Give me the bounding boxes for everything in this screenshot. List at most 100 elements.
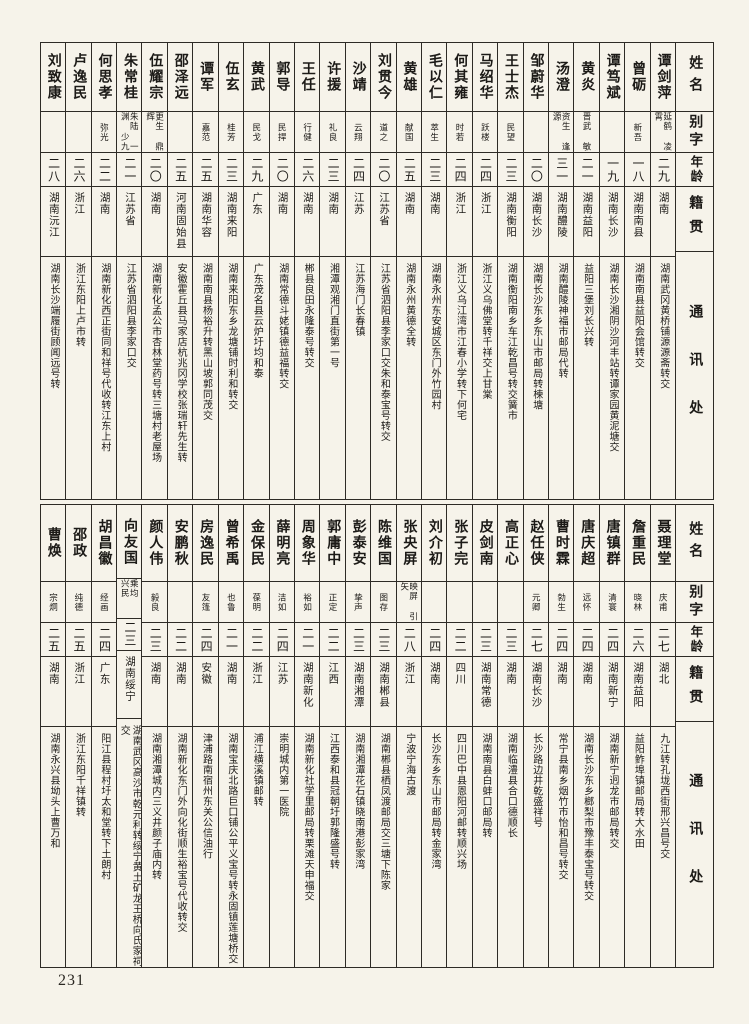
- contact-address-cell: 湘潭观湘门直街第一号: [327, 263, 339, 368]
- row-header-column: 姓名 别字 年龄 籍贯 通讯处: [675, 505, 713, 967]
- age-cell: 二一: [117, 153, 142, 187]
- courtesy-name-cell: [523, 112, 548, 153]
- header-courtesy-name: 别字: [676, 112, 713, 153]
- contact-address-cell: 湖南湘潭花石镇晓南港彭家湾: [352, 733, 364, 870]
- name-cell: 伍玄: [218, 43, 244, 112]
- courtesy-name-cell: [599, 112, 625, 153]
- courtesy-name-cell: 庆甫: [650, 582, 675, 623]
- age-cell: 二七: [523, 623, 548, 657]
- person-column: 谭剑萍 延鹤 凌霄 二九 湖南 湖南武冈黄桥铺源源斋转交: [649, 43, 675, 499]
- age-cell: 二八: [396, 623, 421, 657]
- contact-address-cell: 浙江义乌江湾市江春小学转下何宅: [454, 263, 466, 421]
- courtesy-name-cell: 挚声: [345, 582, 371, 623]
- age-cell: 二五: [167, 153, 193, 187]
- age-cell: 一九: [599, 153, 625, 187]
- courtesy-name-cell: 延鹤 凌霄: [650, 112, 675, 153]
- name-cell: 谭笃斌: [599, 43, 625, 112]
- native-place-cell: 湖南: [218, 657, 244, 727]
- person-column: 彭泰安 挚声 二三 湖南湘潭 湖南湘潭花石镇晓南港彭家湾: [344, 505, 371, 967]
- name-cell: 邵泽远: [167, 43, 193, 112]
- contact-address-cell: 湖南宝庆北路巨口铺公平义宝号转永固镇莲塘桥交: [225, 733, 237, 964]
- native-place-cell: 湖南益阳: [574, 187, 599, 257]
- person-column: 高正心 二三 湖南 湖南临澧县合口德顺长: [497, 505, 523, 967]
- age-cell: 二〇: [269, 153, 294, 187]
- age-cell: 二三: [142, 623, 167, 657]
- name-cell: 薛明亮: [269, 505, 294, 582]
- person-column: 汤澄 资生 逢源 三一 湖南醴陵 湖南醴陵神福市邮局代转: [547, 43, 574, 499]
- contact-address-cell: 湖南常德斗姥镇德益福转交: [276, 263, 288, 389]
- native-place-cell: 安徽: [193, 657, 218, 727]
- person-column: 毛以仁 萃生 二三 湖南 湖南永州东安城区东门外竹园村: [420, 43, 447, 499]
- name-cell: 詹重民: [625, 505, 650, 582]
- native-place-cell: 湖南: [91, 187, 117, 257]
- age-cell: 二四: [447, 153, 472, 187]
- row-header-column: 姓名 别字 年龄 籍贯 通讯处: [675, 43, 713, 499]
- contact-address-cell: 湖南长沙湘阴沙河丰站转谭家园黄泥塘交: [606, 263, 618, 452]
- contact-address-cell: 浦江横溪镇邮转: [251, 733, 263, 807]
- contact-address-cell: 江苏省泗阳县李家口交朱和泰宝号转交: [378, 263, 390, 442]
- person-column: 房逸民 友篷 二四 安徽 津浦路南宿州东关公信油行: [192, 505, 218, 967]
- native-place-cell: 湖南长沙: [523, 657, 548, 727]
- courtesy-name-cell: 更生 鼎辉: [142, 112, 167, 153]
- person-column: 皮剑南 二三 湖南常德 湖南南县白蚌口邮局转: [471, 505, 498, 967]
- person-column: 曾希禹 也鲁 二一 湖南 湖南宝庆北路巨口铺公平义宝号转永固镇莲塘桥交: [217, 505, 244, 967]
- age-cell: 一八: [625, 153, 650, 187]
- courtesy-name-cell: [40, 112, 66, 153]
- age-cell: 三一: [548, 153, 574, 187]
- header-courtesy-name: 别字: [676, 582, 713, 623]
- courtesy-name-cell: 清寰: [599, 582, 625, 623]
- person-column: 郭庸中 正定 二二 江西 江西泰和县冠朝圩郭隆盛号转: [319, 505, 345, 967]
- person-column: 曾砺 新吾 一八 湖南南县 湖南南县益阳会馆转交: [624, 43, 650, 499]
- person-column: 薛明亮 洁如 二四 江苏 崇明城内第一医院: [268, 505, 294, 967]
- native-place-cell: 湖南新宁: [599, 657, 625, 727]
- name-cell: 金保民: [244, 505, 269, 582]
- courtesy-name-cell: 桂芳: [218, 112, 244, 153]
- courtesy-name-cell: [167, 582, 193, 623]
- native-place-cell: 广东: [91, 657, 117, 727]
- courtesy-name-cell: 毅良: [142, 582, 167, 623]
- age-cell: 二六: [66, 153, 91, 187]
- courtesy-name-cell: 行健: [294, 112, 320, 153]
- contact-address-cell: 广东茂名县云炉圩均和泰: [251, 263, 263, 379]
- person-column: 张央屏 映屏 引矢 二八 浙江 宁波宁海古渡: [395, 505, 421, 967]
- age-cell: 二四: [269, 623, 294, 657]
- courtesy-name-cell: 晓林: [625, 582, 650, 623]
- native-place-cell: 浙江: [396, 657, 421, 727]
- person-column: 谭笃斌 一九 湖南长沙 湖南长沙湘阴沙河丰站转谭家园黄泥塘交: [598, 43, 625, 499]
- age-cell: 二〇: [142, 153, 167, 187]
- contact-address-cell: 湖南郴县栖凤渡邮局交三塘下陈家: [378, 733, 390, 891]
- courtesy-name-cell: 纯德: [66, 582, 91, 623]
- age-cell: 二四: [599, 623, 625, 657]
- native-place-cell: 湖南益阳: [625, 657, 650, 727]
- person-column: 邹蔚华 二〇 湖南长沙 湖南长沙东乡东山市邮局转楝塘: [522, 43, 548, 499]
- name-cell: 毛以仁: [421, 43, 447, 112]
- native-place-cell: 浙江: [472, 187, 498, 257]
- contact-address-cell: 湖南新化东门外向化街顺生裕宝号代收转交: [175, 733, 187, 933]
- person-column: 陈维国 图存 二三 湖南郴县 湖南郴县栖凤渡邮局交三塘下陈家: [370, 505, 396, 967]
- native-place-cell: 湖南: [294, 187, 320, 257]
- courtesy-name-cell: [472, 582, 498, 623]
- name-cell: 黄雄: [396, 43, 421, 112]
- age-cell: 二五: [66, 623, 91, 657]
- native-place-cell: 四川: [447, 657, 472, 727]
- courtesy-name-cell: 映屏 引矢: [396, 582, 421, 623]
- contact-address-cell: 湖南新化社学里邮局转栗滩天申福交: [302, 733, 314, 901]
- native-place-cell: 江西: [320, 657, 345, 727]
- contact-address-cell: 崇明城内第一医院: [276, 733, 288, 817]
- name-cell: 聂理堂: [650, 505, 675, 582]
- contact-address-cell: 湖南永兴县坳头上曹万和: [48, 733, 60, 849]
- courtesy-name-cell: 献国: [396, 112, 421, 153]
- age-cell: 二九: [244, 153, 269, 187]
- age-cell: 二〇: [371, 153, 396, 187]
- native-place-cell: 湖南: [142, 657, 167, 727]
- native-place-cell: 湖南华容: [193, 187, 218, 257]
- contact-address-cell: 湖南衡阳南乡车江乾昌号转交簧市: [505, 263, 517, 421]
- name-cell: 高正心: [498, 505, 523, 582]
- courtesy-name-cell: 弥光: [91, 112, 117, 153]
- courtesy-name-cell: 葆明: [244, 582, 269, 623]
- person-column: 曹时霖 勃生 二四 湖南 常宁县南乡烟竹市怡和昌号转交: [547, 505, 574, 967]
- person-column: 刘介初 二四 湖南 长沙东乡东山市邮局转金家湾: [420, 505, 447, 967]
- age-cell: 二二: [91, 153, 117, 187]
- courtesy-name-cell: 乘均 兴民: [117, 579, 142, 619]
